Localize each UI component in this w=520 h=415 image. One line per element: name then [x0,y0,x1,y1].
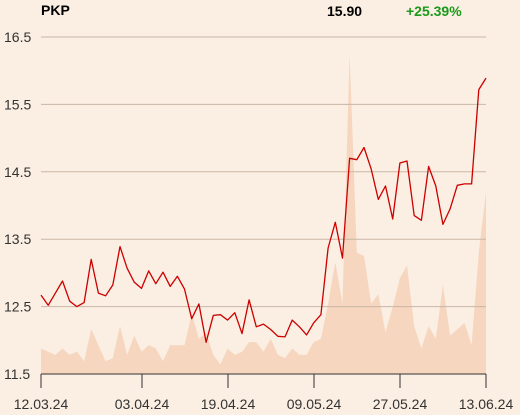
price-line [40,77,487,343]
x-tick-label: 13.06.24 [459,396,514,412]
x-tick-label: 27.05.24 [373,396,428,412]
grid-layer: 16.5 15.5 14.5 13.5 12.5 11.5 [4,29,486,382]
price-line-layer [40,77,487,343]
y-tick-label: 14.5 [4,164,31,180]
x-tick-label: 19.04.24 [201,396,256,412]
y-tick-label: 13.5 [4,231,31,247]
y-tick-label: 15.5 [4,96,31,112]
volume-area-layer [41,55,486,374]
x-tick-label: 09.05.24 [287,396,342,412]
chart-header: PKP 15.90 +25.39% [0,0,520,22]
y-tick-label: 11.5 [4,366,30,382]
price-change: +25.39% [406,3,462,19]
y-tick-label: 12.5 [4,299,31,315]
last-price: 15.90 [327,3,363,19]
x-tick-label: 03.04.24 [115,396,170,412]
volume-area [41,55,486,374]
y-tick-label: 16.5 [4,29,31,45]
x-axis: 12.03.24 03.04.24 19.04.24 09.05.24 27.05.24… [14,373,514,412]
x-tick-label: 12.03.24 [14,396,69,412]
ticker-symbol: PKP [41,2,70,18]
